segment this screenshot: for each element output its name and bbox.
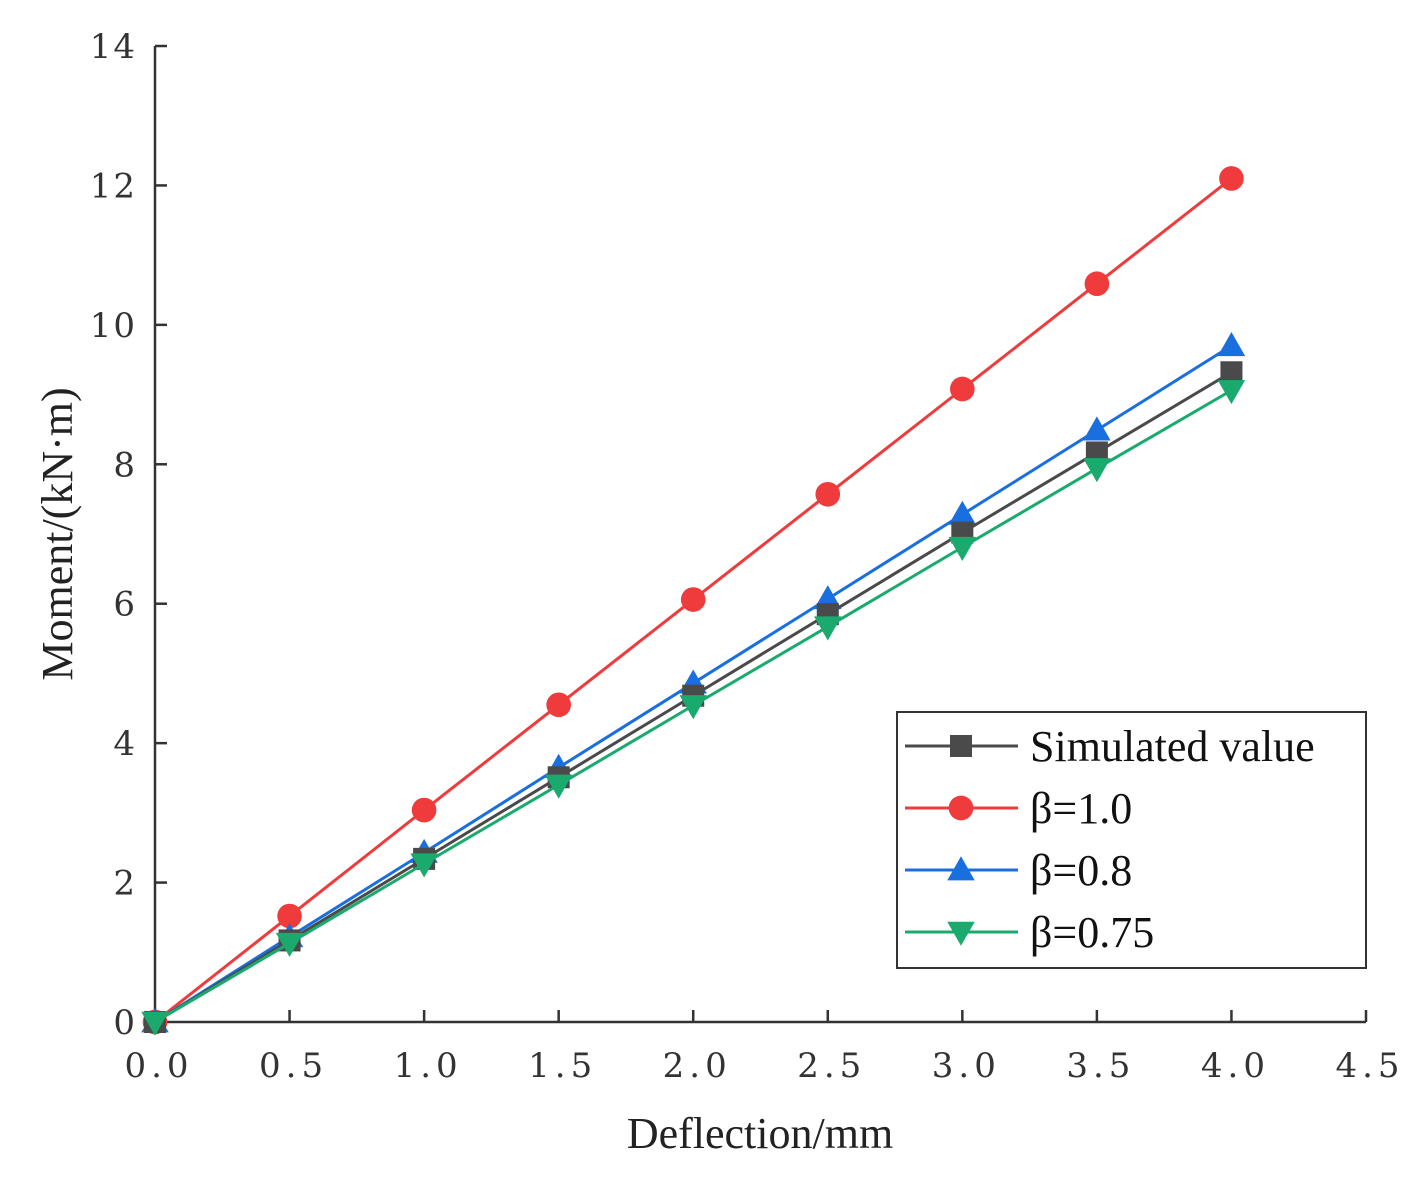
y-tick-label: 6 <box>113 585 137 625</box>
legend-marker <box>947 856 975 881</box>
data-point <box>1085 441 1108 464</box>
data-point <box>546 692 571 718</box>
x-axis-title: Deflection/mm <box>627 1109 893 1158</box>
x-tick-label: 2.0 <box>663 1046 732 1086</box>
data-point <box>815 481 841 507</box>
data-point <box>680 587 706 612</box>
data-point <box>544 774 573 799</box>
legend-label: β=1.0 <box>1030 784 1132 833</box>
legend-marker <box>950 735 972 757</box>
data-point <box>1219 166 1244 191</box>
x-tick-label: 1.0 <box>394 1046 463 1086</box>
legend-box <box>896 711 1367 969</box>
y-tick-label: 4 <box>113 724 137 764</box>
data-point <box>1220 361 1243 384</box>
series-group <box>141 166 1246 1036</box>
data-point <box>141 1011 169 1036</box>
data-point <box>1217 332 1246 357</box>
x-tick-label: 2.5 <box>797 1046 866 1086</box>
y-tick-label: 14 <box>90 27 137 67</box>
data-point <box>1083 458 1111 483</box>
x-tick-label: 0.5 <box>259 1046 328 1086</box>
x-tick-label: 3.0 <box>932 1046 1001 1086</box>
data-point <box>948 500 977 525</box>
data-point <box>1217 380 1246 405</box>
x-tick-label: 3.5 <box>1066 1046 1135 1086</box>
x-tick-label: 1.5 <box>528 1046 597 1086</box>
y-tick-label: 2 <box>113 864 137 904</box>
legend-label: β=0.8 <box>1030 846 1132 895</box>
data-point <box>814 585 842 610</box>
legend-marker <box>947 921 975 946</box>
x-tick-label: 4.0 <box>1201 1046 1270 1086</box>
y-tick-label: 12 <box>90 166 137 206</box>
y-tick-label: 10 <box>90 306 137 346</box>
legend-marker <box>948 795 974 821</box>
data-point <box>814 616 842 641</box>
series-1 <box>142 166 1244 1035</box>
series-3 <box>141 380 1246 1036</box>
legend-label: β=0.75 <box>1030 908 1154 957</box>
y-axis-title: Moment/(kN·m) <box>33 387 82 680</box>
legend-label: Simulated value <box>1030 722 1315 771</box>
data-point <box>1083 416 1111 441</box>
axes: 0.0 0.5 1.0 1.5 2.0 2.5 3.0 3.5 4.0 4.5 0 2 4 6 8 10 12 1… <box>90 27 1404 1086</box>
data-point <box>275 932 304 957</box>
data-point <box>1084 271 1110 297</box>
data-point <box>410 853 438 878</box>
data-point <box>950 376 975 402</box>
x-tick-label: 0.0 <box>124 1046 193 1086</box>
y-tick-label: 8 <box>113 445 137 485</box>
legend: Simulated value β=1.0 β=0.8 β=0.75 <box>896 711 1367 969</box>
data-point <box>277 903 302 929</box>
data-point <box>948 536 977 561</box>
x-tick-label: 4.5 <box>1335 1046 1404 1086</box>
y-tick-label: 0 <box>113 1003 137 1043</box>
data-point <box>411 797 437 823</box>
data-point <box>679 695 707 720</box>
